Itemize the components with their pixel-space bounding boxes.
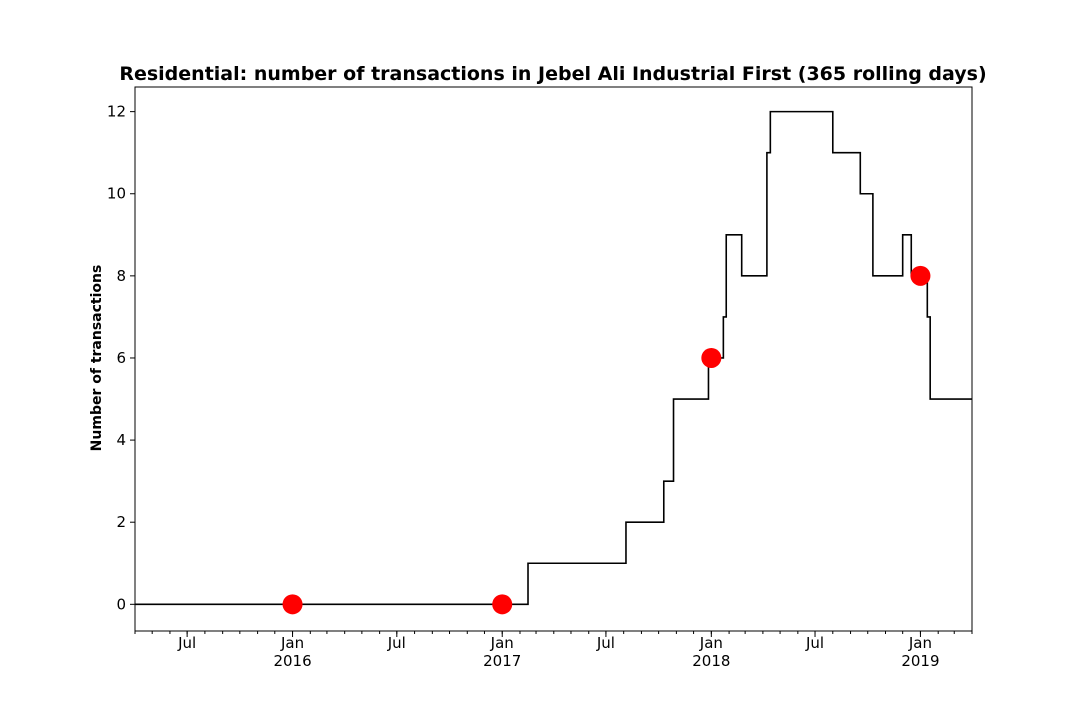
x-tick-label: Jul: [596, 634, 615, 652]
plot-frame: [134, 86, 973, 632]
x-tick-label: Jul: [805, 634, 824, 652]
y-axis-label: Number of transactions: [89, 265, 105, 452]
y-tick-label: 4: [116, 431, 126, 449]
x-tick-year-label: 2018: [692, 652, 730, 670]
chart-title: Residential: number of transactions in J…: [119, 63, 986, 85]
x-tick-label: Jan: [490, 634, 514, 652]
x-tick-label: Jan: [280, 634, 304, 652]
y-tick-label: 0: [116, 595, 126, 613]
data-marker: [701, 347, 722, 368]
x-tick-label: Jul: [177, 634, 196, 652]
data-marker: [910, 265, 931, 286]
x-tick-year-label: 2017: [483, 652, 521, 670]
x-tick-label: Jan: [699, 634, 723, 652]
y-tick-label: 10: [107, 185, 126, 203]
x-tick-year-label: 2016: [273, 652, 311, 670]
x-tick-label: Jan: [908, 634, 932, 652]
data-marker: [492, 594, 513, 615]
step-line: [135, 110, 972, 606]
y-tick-label: 2: [116, 513, 126, 531]
x-tick-label: Jul: [387, 634, 406, 652]
y-tick-label: 12: [107, 103, 126, 121]
y-tick-label: 6: [116, 349, 126, 367]
x-tick-year-label: 2019: [901, 652, 939, 670]
y-tick-label: 8: [116, 267, 126, 285]
data-marker: [282, 594, 303, 615]
